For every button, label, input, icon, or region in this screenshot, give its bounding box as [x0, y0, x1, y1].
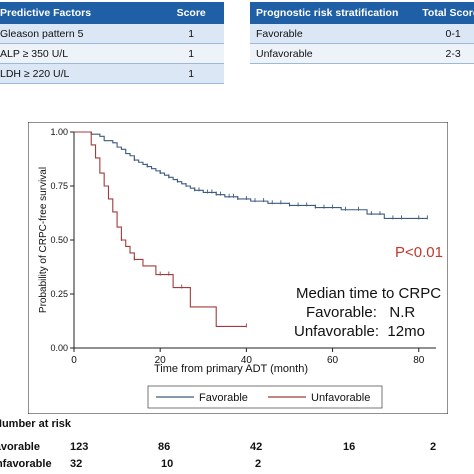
risk-value: 2 — [255, 458, 262, 470]
risk-value: 123 — [70, 441, 89, 453]
legend-box — [147, 385, 383, 409]
x-tick-label: 80 — [413, 355, 425, 366]
x-tick-label: 20 — [155, 355, 167, 366]
risk-row-label: Unfavorable — [0, 458, 52, 470]
stratification-header-score: Total Score — [416, 2, 474, 24]
group-cell: Favorable — [250, 24, 417, 44]
x-tick-label: 60 — [327, 355, 339, 366]
table-row: LDH ≥ 220 U/L 1 — [0, 63, 224, 84]
factor-cell: Gleason pattern 5 — [0, 24, 159, 44]
y-axis-label: Probability of CRPC-free survival — [38, 167, 49, 313]
x-tick-label: 0 — [71, 355, 77, 366]
legend-label-unfavorable: Unfavorable — [311, 392, 370, 404]
median-unfavorable-annotation: Unfavorable: 12mo — [294, 323, 425, 340]
risk-value: 10 — [161, 458, 174, 470]
table-row: ALP ≥ 350 U/L 1 — [0, 43, 224, 64]
score-cell: 1 — [158, 24, 224, 44]
y-tick-label: 1.00 — [50, 127, 68, 137]
stratification-header-group: Prognostic risk stratification — [250, 2, 417, 24]
risk-stratification-table: Prognostic risk stratification Total Sco… — [250, 2, 474, 64]
score-cell: 1 — [158, 63, 224, 84]
risk-value: 16 — [343, 441, 356, 453]
x-axis-label: Time from primary ADT (month) — [154, 363, 308, 375]
table-row: Gleason pattern 5 1 — [0, 24, 224, 44]
predictive-factors-table: Predictive Factors Score Gleason pattern… — [0, 2, 224, 84]
chart-frame — [28, 122, 448, 414]
y-tick-label: 0.25 — [50, 289, 68, 299]
y-tick-label: 0.75 — [50, 181, 68, 191]
group-cell: Unfavorable — [250, 43, 417, 64]
series-line-unfavorable — [74, 131, 247, 327]
chart-curves — [74, 131, 428, 328]
chart-legend: Favorable Unfavorable — [147, 385, 383, 409]
table-row: Favorable 0-1 — [250, 24, 474, 44]
x-tick-label: 40 — [241, 355, 253, 366]
risk-value: 2 — [430, 441, 437, 453]
factor-cell: ALP ≥ 350 U/L — [0, 43, 159, 64]
predictive-header-factor: Predictive Factors — [0, 2, 159, 24]
predictive-header-row: Predictive Factors Score — [0, 2, 224, 24]
risk-row-label: Favorable — [0, 441, 40, 453]
km-survival-chart: 0 20 40 60 80 0.00 0.25 0.50 0.75 1.00 Probabilit… — [28, 122, 448, 414]
total-score-cell: 2-3 — [416, 43, 474, 64]
stratification-header-row: Prognostic risk stratification Total Sco… — [250, 2, 474, 24]
p-value-annotation: P<0.01 — [395, 244, 443, 261]
score-cell: 1 — [158, 43, 224, 64]
legend-label-favorable: Favorable — [199, 392, 248, 404]
table-row: Unfavorable 2-3 — [250, 43, 474, 64]
risk-table-title: Number at risk — [0, 418, 72, 430]
risk-value: 32 — [70, 458, 83, 470]
y-tick-label: 0.50 — [50, 235, 68, 245]
chart-axes: 0 20 40 60 80 0.00 0.25 0.50 0.75 1.00 — [50, 127, 436, 366]
factor-cell: LDH ≥ 220 U/L — [0, 63, 159, 84]
series-line-favorable — [74, 131, 428, 219]
y-tick-label: 0.00 — [50, 343, 68, 353]
total-score-cell: 0-1 — [416, 24, 474, 44]
risk-value: 86 — [158, 441, 171, 453]
median-title-annotation: Median time to CRPC — [296, 285, 441, 302]
predictive-header-score: Score — [158, 2, 224, 24]
risk-value: 42 — [250, 441, 263, 453]
median-favorable-annotation: Favorable: N.R — [306, 304, 415, 321]
